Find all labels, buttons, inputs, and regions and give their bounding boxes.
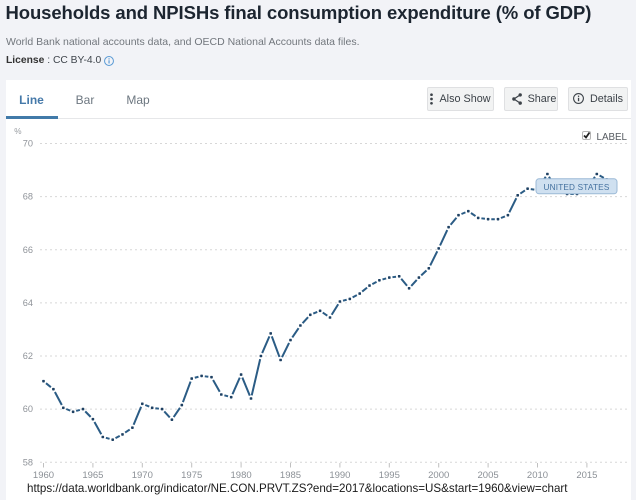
svg-text:UNITED STATES: UNITED STATES bbox=[544, 183, 610, 192]
svg-text:1975: 1975 bbox=[181, 470, 202, 481]
svg-text:68: 68 bbox=[23, 192, 33, 202]
svg-text:64: 64 bbox=[23, 298, 33, 308]
svg-text:60: 60 bbox=[23, 404, 33, 414]
svg-text:1960: 1960 bbox=[33, 470, 54, 481]
svg-text:1985: 1985 bbox=[280, 470, 301, 481]
svg-text:1965: 1965 bbox=[82, 470, 103, 481]
svg-text:2000: 2000 bbox=[428, 470, 449, 481]
svg-text:2010: 2010 bbox=[527, 470, 548, 481]
svg-text:1980: 1980 bbox=[231, 470, 252, 481]
svg-text:62: 62 bbox=[23, 351, 33, 361]
svg-text:%: % bbox=[14, 127, 21, 136]
svg-text:1970: 1970 bbox=[132, 470, 153, 481]
svg-text:66: 66 bbox=[23, 245, 33, 255]
svg-text:2005: 2005 bbox=[478, 470, 499, 481]
svg-text:1990: 1990 bbox=[329, 470, 350, 481]
svg-text:70: 70 bbox=[23, 139, 33, 149]
svg-text:2015: 2015 bbox=[576, 470, 597, 481]
svg-text:58: 58 bbox=[23, 457, 33, 467]
svg-text:1995: 1995 bbox=[379, 470, 400, 481]
